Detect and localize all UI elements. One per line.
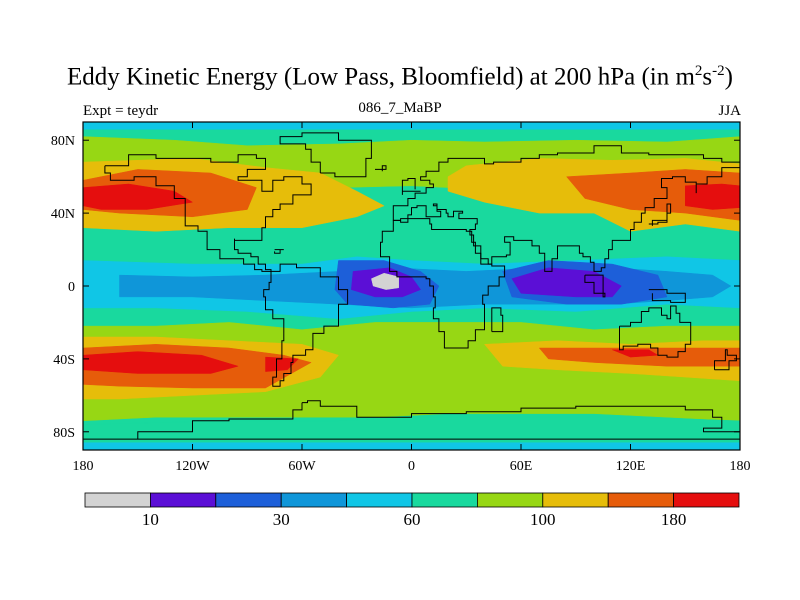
- colorbar-label: 60: [404, 510, 421, 529]
- y-tick-label: 0: [68, 280, 75, 295]
- colorbar-swatch: [346, 492, 413, 508]
- contour-region-21: [265, 356, 299, 372]
- contour-region-19: [539, 347, 740, 367]
- x-tick-label: 180: [730, 459, 751, 474]
- y-tick-label: 40N: [51, 207, 75, 222]
- experiment-label: Expt = teydr: [83, 103, 159, 119]
- colorbar-label: 10: [142, 510, 159, 529]
- colorbar-swatch: [542, 492, 609, 508]
- contour-region-14: [371, 272, 399, 290]
- colorbar-label: 30: [273, 510, 290, 529]
- coastline-15: [375, 165, 387, 172]
- contour-region-20: [83, 351, 239, 374]
- coastline-1: [279, 132, 372, 178]
- colorbar-swatch: [280, 492, 348, 508]
- coastline-7: [83, 400, 740, 440]
- x-tick-label: 0: [408, 459, 415, 474]
- colorbar-swatch: [84, 492, 151, 508]
- coastline-14: [648, 203, 672, 226]
- coastline-10: [401, 178, 421, 195]
- colorbar-swatch: [411, 492, 478, 508]
- coastline-6: [619, 305, 692, 358]
- coastline-13: [648, 289, 686, 303]
- colorbar-swatch: [607, 492, 675, 508]
- x-tick-label: 120E: [616, 459, 646, 474]
- coastline-4: [393, 167, 740, 272]
- x-tick-label: 180: [73, 459, 94, 474]
- y-tick-label: 80S: [53, 426, 75, 441]
- colorbar-swatch: [149, 492, 217, 508]
- colorbar-label: 100: [530, 510, 556, 529]
- coastline-0: [104, 154, 312, 272]
- x-tick-label: 120W: [175, 459, 210, 474]
- coastline-9: [714, 349, 737, 371]
- y-tick-label: 80N: [51, 134, 75, 149]
- colorbar-swatch: [673, 492, 740, 508]
- chart-subtitle: 086_7_MaBP: [358, 100, 442, 116]
- coastline-12: [584, 274, 606, 298]
- chart-title: Eddy Kinetic Energy (Low Pass, Bloomfiel…: [67, 63, 733, 91]
- y-tick-label: 40S: [53, 353, 75, 368]
- colorbar-label: 180: [661, 510, 687, 529]
- colorbar-swatch: [476, 492, 544, 508]
- coastline-8: [491, 307, 504, 333]
- contour-region-7: [685, 183, 740, 210]
- x-tick-label: 60E: [510, 459, 533, 474]
- contour-region-23: [83, 416, 740, 450]
- coastline-5: [380, 218, 506, 349]
- coastline-2: [263, 263, 349, 387]
- contour-region-6: [83, 183, 193, 210]
- x-tick-label: 60W: [288, 459, 316, 474]
- coastline-11: [274, 249, 284, 254]
- coastline-3: [392, 145, 740, 221]
- colorbar-swatch: [215, 492, 282, 508]
- season-label: JJA: [718, 103, 741, 119]
